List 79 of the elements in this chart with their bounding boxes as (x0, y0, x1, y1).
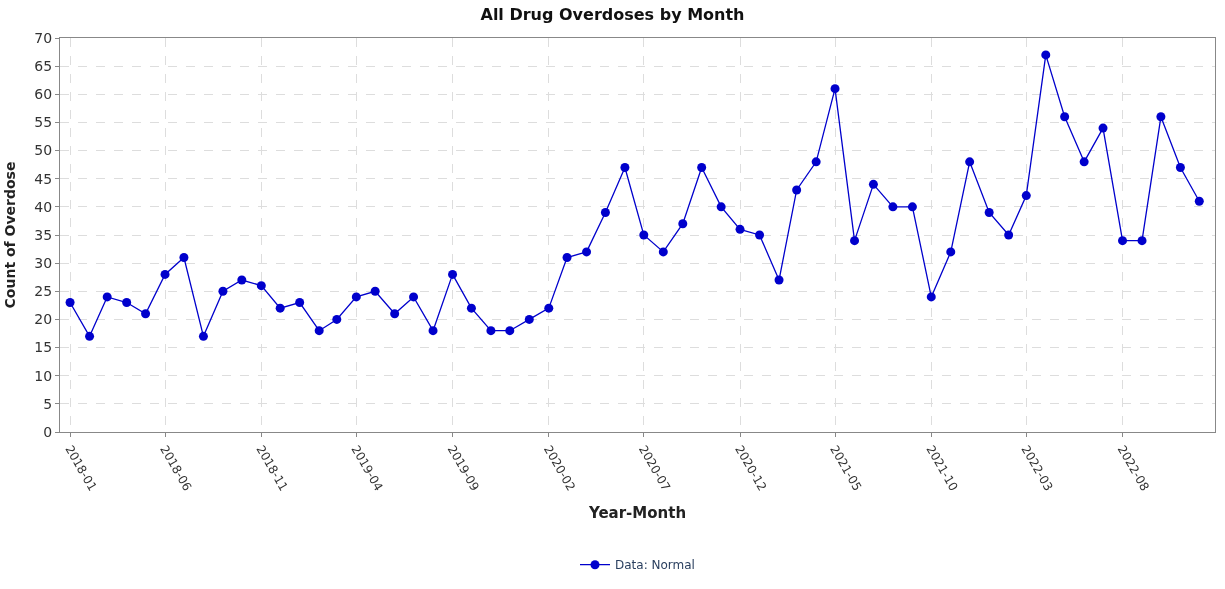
point (774, 275, 784, 285)
point (582, 247, 592, 257)
point (544, 303, 554, 313)
point (792, 185, 802, 195)
point (65, 298, 75, 308)
point (314, 326, 324, 336)
y-tick-label: 35 (34, 226, 53, 243)
point (218, 286, 228, 296)
point (984, 207, 994, 217)
point (1079, 157, 1089, 167)
y-tick-label: 45 (34, 170, 53, 187)
y-tick-label: 60 (34, 86, 53, 103)
point (965, 157, 975, 167)
point (1004, 230, 1014, 240)
y-tick-label: 0 (43, 423, 53, 440)
point (141, 309, 151, 319)
point (830, 84, 840, 94)
point (1156, 112, 1166, 122)
point (1041, 50, 1051, 60)
point (237, 275, 247, 285)
point (256, 281, 266, 291)
point (85, 331, 95, 341)
chart-title: All Drug Overdoses by Month (480, 5, 745, 25)
point (562, 253, 572, 263)
y-tick-label: 50 (34, 142, 53, 159)
point (275, 303, 285, 313)
point (179, 253, 189, 263)
point (428, 326, 438, 336)
point (639, 230, 649, 240)
y-tick-label: 5 (43, 395, 53, 412)
point (122, 298, 132, 308)
point (1175, 162, 1185, 172)
point (198, 331, 208, 341)
point (390, 309, 400, 319)
point (1098, 123, 1108, 133)
point (332, 314, 342, 324)
y-axis-title: Count of Overdose (1, 161, 18, 309)
y-tick-label: 15 (34, 339, 53, 356)
y-tick-label: 25 (34, 283, 53, 300)
point (735, 224, 745, 234)
point (888, 202, 898, 212)
point (1137, 236, 1147, 246)
point (755, 230, 765, 240)
x-axis-title: Year-Month (587, 504, 687, 523)
point (466, 303, 476, 313)
y-tick-label: 10 (34, 367, 53, 384)
point (850, 236, 860, 246)
point (351, 292, 361, 302)
point (409, 292, 419, 302)
point (716, 202, 726, 212)
point (1021, 191, 1031, 201)
legend-label: Data: Normal (615, 558, 695, 573)
point (811, 157, 821, 167)
point (600, 207, 610, 217)
point (295, 298, 305, 308)
y-tick-label: 55 (34, 114, 53, 131)
point (868, 179, 878, 189)
point (1060, 112, 1070, 122)
point (486, 326, 496, 336)
point (658, 247, 668, 257)
y-tick-label: 65 (34, 58, 53, 75)
point (697, 162, 707, 172)
point (102, 292, 112, 302)
point (448, 269, 458, 279)
point (907, 202, 917, 212)
point (370, 286, 380, 296)
y-tick-label: 70 (34, 29, 53, 46)
point (505, 326, 515, 336)
point (1194, 196, 1204, 206)
y-tick-label: 40 (34, 198, 53, 215)
y-tick-label: 20 (34, 311, 53, 328)
point (524, 314, 534, 324)
point (1118, 236, 1128, 246)
point (678, 219, 688, 229)
point (160, 269, 170, 279)
point (946, 247, 956, 257)
point (926, 292, 936, 302)
y-tick-label: 30 (34, 255, 53, 272)
point (620, 162, 630, 172)
